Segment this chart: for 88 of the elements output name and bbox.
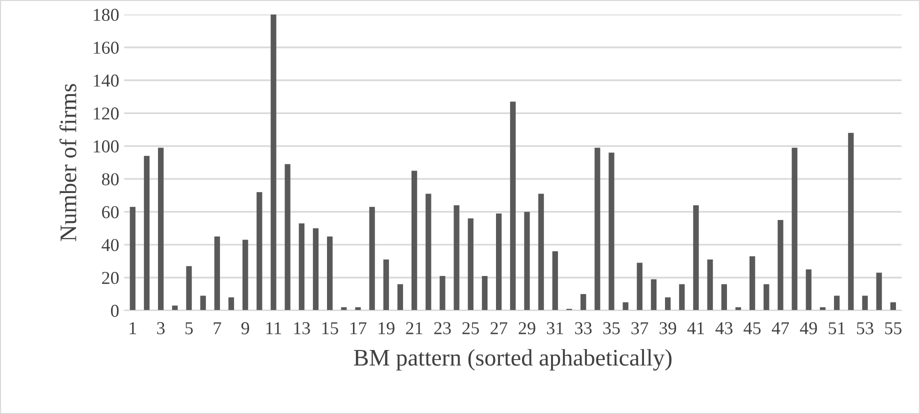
bar: [608, 152, 614, 310]
x-tick-label: 41: [687, 322, 704, 334]
bar: [834, 296, 840, 310]
bar: [158, 148, 164, 310]
x-tick-label: 17: [350, 322, 366, 334]
bar: [369, 206, 375, 310]
bar: [312, 228, 319, 310]
x-tick-label: 19: [378, 322, 394, 334]
x-tick-label: 35: [603, 322, 620, 334]
y-axis-title: Number of firms: [59, 84, 76, 242]
bar: [270, 14, 276, 310]
y-tick-label: 120: [94, 107, 119, 120]
bar: [636, 262, 642, 310]
x-tick-label: 13: [294, 322, 310, 334]
bar: [862, 296, 868, 310]
bar: [792, 148, 798, 310]
bar: [130, 206, 136, 310]
bar: [848, 132, 854, 310]
bar: [750, 256, 756, 310]
bar: [538, 194, 544, 310]
x-tick-label: 11: [266, 322, 282, 334]
bar: [228, 297, 234, 310]
x-tick-label: 31: [546, 322, 564, 334]
y-tick-label: 20: [102, 272, 119, 284]
bar: [510, 102, 516, 310]
bar: [144, 156, 150, 310]
bar: [721, 284, 727, 310]
bar: [679, 284, 685, 310]
x-tick-label: 45: [744, 322, 761, 334]
x-tick-label: 3: [157, 322, 165, 334]
x-tick-label: 7: [214, 322, 222, 334]
bar: [412, 170, 418, 310]
y-tick-label: 180: [94, 8, 119, 21]
x-tick-label: 51: [828, 322, 845, 334]
bar: [200, 296, 206, 310]
bar: [242, 240, 248, 310]
x-tick-label: 21: [406, 322, 422, 334]
bar: [186, 266, 192, 310]
bar: [665, 297, 671, 310]
bar: [383, 260, 389, 310]
x-tick-label: 43: [715, 322, 732, 334]
bar: [764, 284, 770, 310]
bar: [355, 307, 361, 310]
y-tick-label: 60: [102, 206, 119, 218]
y-tick-label: 40: [102, 238, 119, 252]
x-tick-label: 15: [322, 322, 338, 334]
bar: [778, 220, 784, 310]
x-tick-label: 9: [241, 322, 250, 334]
bar: [298, 223, 304, 310]
x-tick-label: 33: [575, 322, 592, 334]
bar: [650, 279, 657, 310]
x-tick-label: 55: [885, 322, 902, 334]
bar: [468, 218, 474, 310]
x-tick-label: 5: [186, 322, 193, 334]
bar: [524, 212, 530, 310]
bar: [440, 276, 446, 310]
y-tick-label: 80: [102, 173, 119, 186]
y-tick-label: 0: [111, 304, 119, 317]
bar: [327, 236, 333, 310]
bar: [594, 148, 600, 310]
y-tick-label: 100: [94, 140, 119, 152]
bar: [214, 236, 220, 310]
y-tick-label: 140: [94, 74, 119, 87]
bar: [256, 192, 262, 310]
x-tick-label: 47: [772, 322, 789, 334]
bar: [426, 194, 432, 310]
x-tick-label: 53: [857, 322, 874, 334]
bar: [707, 260, 713, 310]
bar: [496, 213, 502, 310]
bar: [397, 284, 404, 310]
bar: [693, 205, 699, 310]
bar: [580, 294, 586, 310]
bar: [876, 272, 882, 310]
bar: [806, 269, 812, 310]
bar: [482, 276, 488, 310]
bar: [552, 251, 558, 310]
x-tick-label: 23: [434, 322, 451, 334]
y-tick-label: 160: [94, 42, 119, 54]
x-tick-label: 37: [631, 322, 648, 334]
x-tick-label: 25: [462, 322, 479, 334]
x-tick-label: 39: [660, 322, 676, 334]
x-tick-label: 27: [490, 322, 508, 334]
x-tick-label: 1: [130, 322, 136, 334]
bar: [454, 205, 460, 310]
x-tick-label: 49: [800, 322, 817, 334]
x-axis-title: BM pattern (sorted aphabetically): [354, 349, 672, 371]
x-tick-label: 29: [518, 322, 536, 334]
bar: [284, 164, 290, 310]
